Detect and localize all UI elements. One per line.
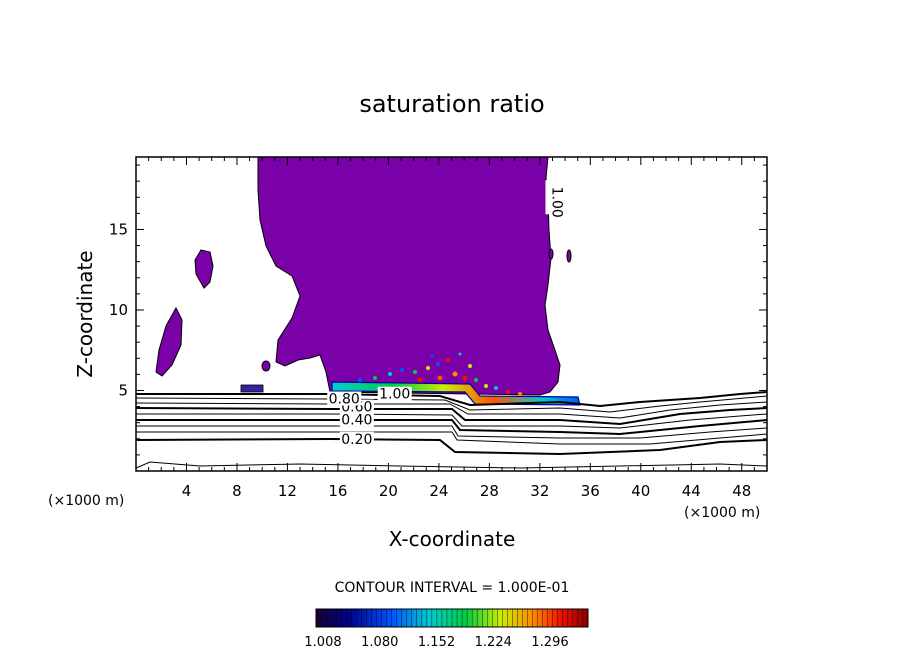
y-tick-label: 10 bbox=[109, 301, 128, 319]
contour-label: 0.20 bbox=[341, 432, 372, 448]
contour-label-background bbox=[377, 386, 412, 401]
y-axis: 5 10 15 bbox=[109, 164, 767, 456]
x-axis-unit-label: (×1000 m) bbox=[684, 505, 760, 521]
colorbar-tick-label: 1.152 bbox=[418, 635, 455, 650]
contour-label: 0.40 bbox=[341, 412, 372, 428]
y-tick-label: 5 bbox=[118, 381, 128, 399]
supersaturated-blob bbox=[240, 384, 264, 393]
x-tick-label: 8 bbox=[232, 482, 242, 500]
contour-line bbox=[136, 431, 767, 445]
supersaturated-region-main bbox=[257, 157, 561, 396]
colorbar-tick-label: 1.296 bbox=[531, 635, 568, 650]
x-tick-label: 4 bbox=[182, 482, 192, 500]
chart-title: saturation ratio bbox=[359, 90, 544, 118]
supersaturated-region-small bbox=[194, 249, 214, 289]
colorbar-tick-label: 1.080 bbox=[361, 635, 398, 650]
contour-label-background bbox=[339, 412, 374, 427]
contour-line bbox=[136, 395, 767, 413]
x-tick-label: 20 bbox=[379, 482, 398, 500]
contour-line bbox=[136, 461, 767, 469]
contour-label-background bbox=[339, 431, 374, 446]
contour-interval-label: CONTOUR INTERVAL = 1.000E-01 bbox=[335, 580, 570, 596]
x-tick-label: 36 bbox=[581, 482, 600, 500]
contour-line bbox=[136, 437, 767, 456]
x-tick-label: 12 bbox=[278, 482, 297, 500]
x-tick-label: 28 bbox=[480, 482, 499, 500]
contour-label-background bbox=[545, 180, 560, 215]
colorbar-tick-label: 1.224 bbox=[475, 635, 512, 650]
supersaturated-region-left bbox=[155, 306, 183, 377]
contour-label-background bbox=[327, 391, 362, 406]
contour-label: 0.80 bbox=[329, 392, 360, 408]
contour-labels: 0.200.400.600.80 1.001.00 bbox=[327, 180, 564, 448]
x-axis-label: X-coordinate bbox=[389, 527, 516, 551]
colorbar-tick-label: 1.008 bbox=[304, 635, 341, 650]
x-tick-label: 24 bbox=[429, 482, 448, 500]
supersaturated-blob bbox=[548, 248, 554, 260]
y-axis-label: Z-coordinate bbox=[73, 250, 97, 377]
contour-label: 1.00 bbox=[379, 387, 410, 403]
supersaturation-speckles bbox=[358, 352, 522, 396]
y-tick-label: 15 bbox=[109, 220, 128, 238]
x-tick-label: 48 bbox=[732, 482, 751, 500]
contour-label: 1.00 bbox=[548, 187, 564, 218]
supersaturated-blob bbox=[261, 360, 271, 372]
y-axis-unit-label: (×1000 m) bbox=[48, 493, 124, 509]
x-tick-label: 40 bbox=[631, 482, 650, 500]
x-tick-label: 44 bbox=[682, 482, 701, 500]
contour-field bbox=[136, 157, 767, 469]
contour-lines bbox=[136, 391, 767, 469]
x-tick-label: 32 bbox=[530, 482, 549, 500]
x-tick-label: 16 bbox=[328, 482, 347, 500]
colorbar-ticks: 1.008 1.080 1.152 1.224 1.296 bbox=[304, 609, 589, 650]
supersaturated-blob bbox=[566, 249, 572, 263]
x-axis: 4 8 12 16 20 24 28 32 36 40 44 48 bbox=[148, 157, 755, 500]
